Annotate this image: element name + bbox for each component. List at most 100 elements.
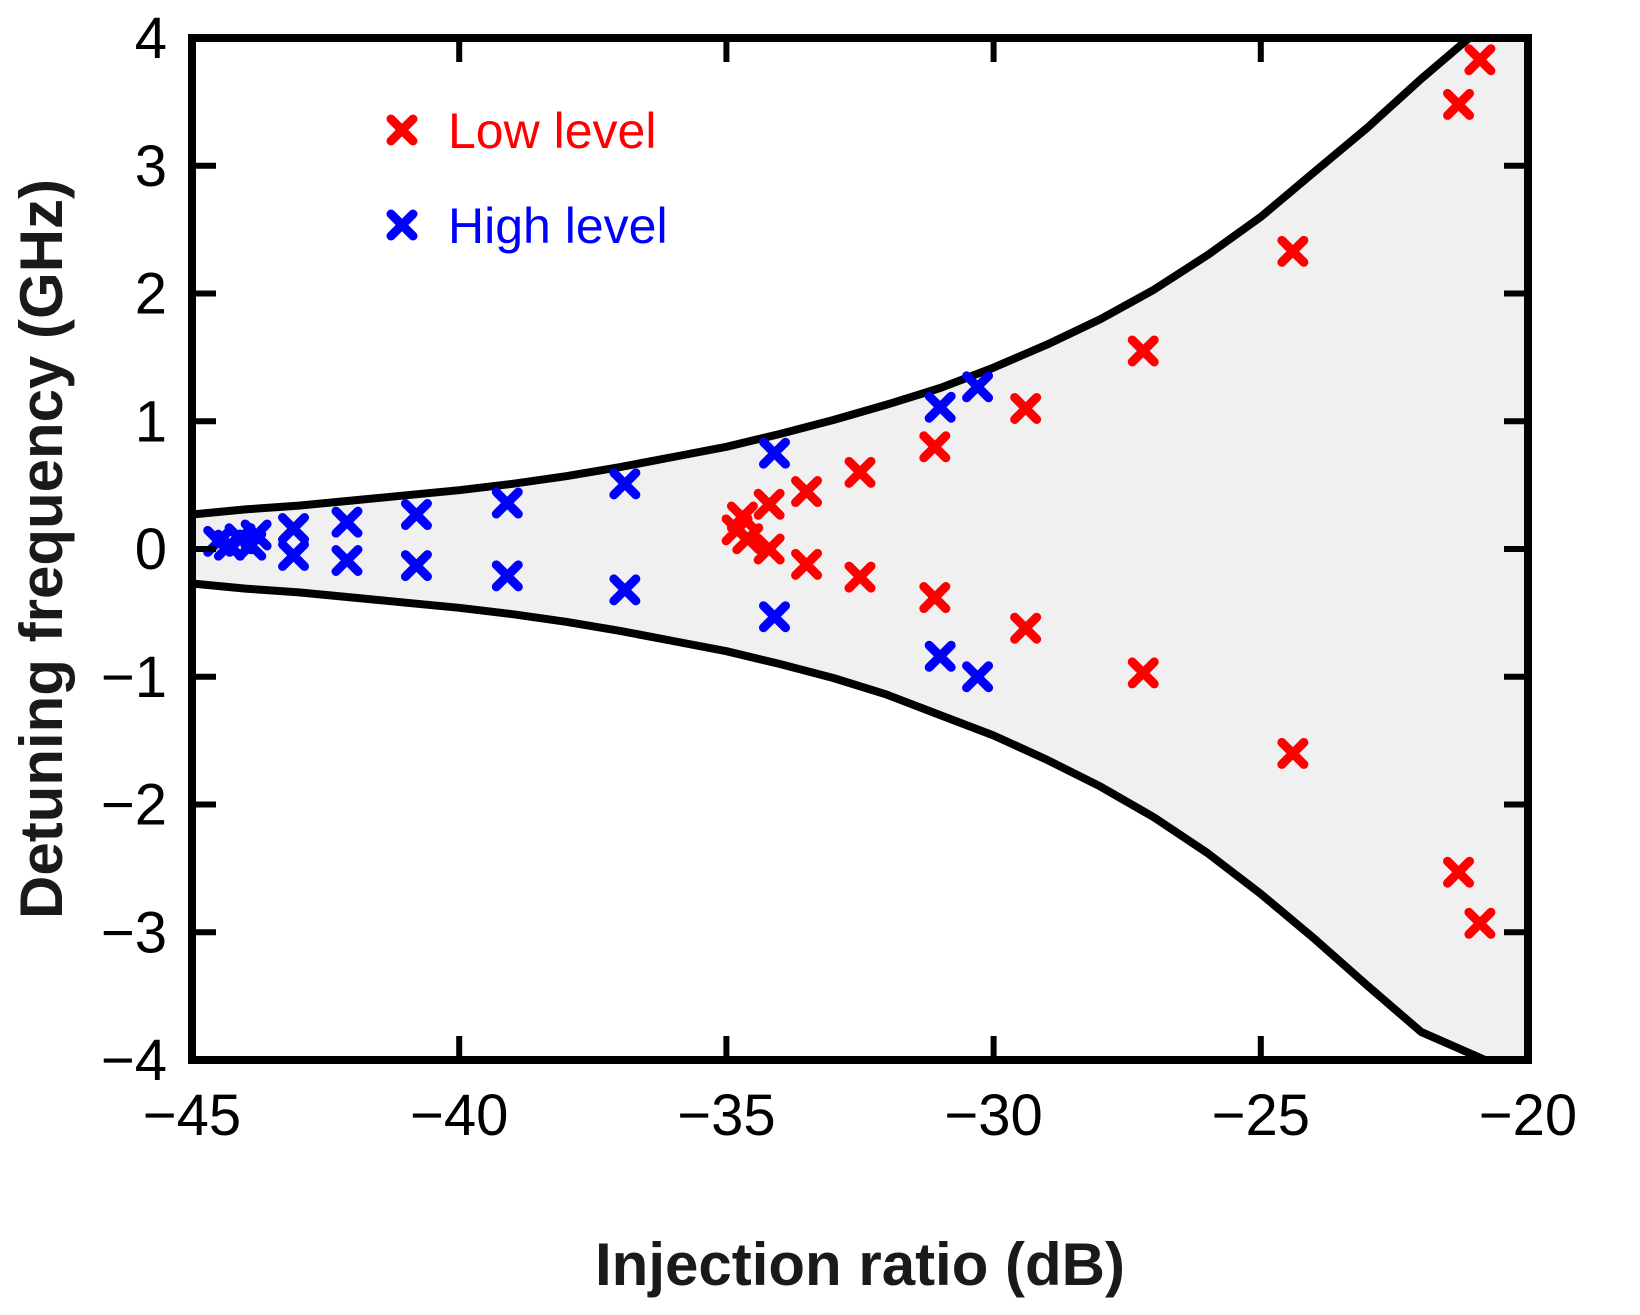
y-tick-label: 1 bbox=[135, 389, 167, 454]
marker-stroke bbox=[1010, 612, 1042, 644]
locking-boundary-curves bbox=[191, 34, 1487, 1064]
high-level-point bbox=[331, 506, 363, 538]
marker-stroke bbox=[924, 391, 956, 423]
locking-region bbox=[192, 38, 1528, 1060]
marker-stroke bbox=[924, 640, 956, 672]
marker-stroke bbox=[844, 561, 876, 593]
marker-stroke bbox=[1443, 88, 1475, 120]
y-tick-label: −1 bbox=[101, 645, 167, 710]
x-tick-label: −40 bbox=[410, 1083, 508, 1148]
marker-stroke bbox=[791, 476, 823, 508]
high-level-point bbox=[924, 391, 956, 423]
marker-stroke bbox=[278, 539, 310, 571]
marker-stroke bbox=[400, 499, 432, 531]
low-level-point bbox=[1010, 612, 1042, 644]
high-level-point bbox=[491, 487, 523, 519]
high-level-point bbox=[491, 560, 523, 592]
low-level-point bbox=[1464, 44, 1496, 76]
marker-stroke bbox=[758, 437, 790, 469]
low-level-point bbox=[1443, 856, 1475, 888]
marker-stroke bbox=[609, 574, 641, 606]
marker-stroke bbox=[1277, 737, 1309, 769]
marker-stroke bbox=[386, 209, 418, 241]
marker-stroke bbox=[400, 550, 432, 582]
x-tick-labels: −45 −40 −35 −30 −25 −20 bbox=[143, 1083, 1577, 1148]
data-markers bbox=[203, 44, 1496, 939]
marker-stroke bbox=[962, 661, 994, 693]
low-level-point bbox=[1127, 657, 1159, 689]
low-level-point bbox=[1127, 335, 1159, 367]
high-level-point bbox=[962, 371, 994, 403]
marker-stroke bbox=[609, 468, 641, 500]
high-level-point bbox=[758, 601, 790, 633]
marker-stroke bbox=[1464, 907, 1496, 939]
marker-stroke bbox=[732, 523, 764, 555]
y-tick-label: −4 bbox=[101, 1028, 167, 1093]
low-level-point bbox=[1443, 88, 1475, 120]
x-tick-label: −30 bbox=[944, 1083, 1042, 1148]
y-axis-title: Detuning frequency (GHz) bbox=[8, 179, 75, 919]
marker-stroke bbox=[919, 582, 951, 614]
marker-stroke bbox=[758, 601, 790, 633]
low-level-point bbox=[919, 431, 951, 463]
marker-stroke bbox=[791, 548, 823, 580]
legend-marker-high-level bbox=[386, 209, 418, 241]
y-tick-label: −3 bbox=[101, 900, 167, 965]
low-level-point bbox=[1010, 392, 1042, 424]
high-level-point bbox=[331, 544, 363, 576]
marker-stroke bbox=[962, 371, 994, 403]
low-level-point bbox=[753, 488, 785, 520]
marker-stroke bbox=[1127, 657, 1159, 689]
low-level-point bbox=[1277, 235, 1309, 267]
low-level-point bbox=[732, 523, 764, 555]
x-axis-title: Injection ratio (dB) bbox=[595, 1231, 1125, 1298]
legend-label-high-level: High level bbox=[448, 198, 668, 254]
high-level-point bbox=[962, 661, 994, 693]
high-level-point bbox=[400, 550, 432, 582]
low-level-point bbox=[1277, 737, 1309, 769]
x-tick-label: −20 bbox=[1479, 1083, 1577, 1148]
upper-boundary-curve bbox=[191, 34, 1472, 519]
low-level-point bbox=[844, 456, 876, 488]
lower-boundary-curve bbox=[191, 579, 1487, 1064]
high-level-point bbox=[240, 519, 272, 551]
low-level-point bbox=[1464, 907, 1496, 939]
marker-stroke bbox=[844, 456, 876, 488]
y-tick-labels: −4 −3 −2 −1 0 1 2 3 4 bbox=[101, 6, 167, 1093]
marker-stroke bbox=[240, 519, 272, 551]
high-level-point bbox=[278, 539, 310, 571]
high-level-point bbox=[609, 468, 641, 500]
high-level-point bbox=[758, 437, 790, 469]
marker-stroke bbox=[1443, 856, 1475, 888]
y-tick-label: 3 bbox=[135, 134, 167, 199]
low-level-point bbox=[919, 582, 951, 614]
marker-stroke bbox=[386, 114, 418, 146]
low-level-point bbox=[791, 476, 823, 508]
low-level-point bbox=[844, 561, 876, 593]
marker-stroke bbox=[491, 487, 523, 519]
marker-stroke bbox=[1277, 235, 1309, 267]
y-tick-label: 4 bbox=[135, 6, 167, 71]
high-level-point bbox=[924, 640, 956, 672]
legend-label-low-level: Low level bbox=[448, 103, 656, 159]
marker-stroke bbox=[753, 533, 785, 565]
legend: Low level High level bbox=[386, 103, 668, 254]
x-tick-label: −45 bbox=[143, 1083, 241, 1148]
high-level-point bbox=[278, 513, 310, 545]
marker-stroke bbox=[919, 431, 951, 463]
axis-ticks bbox=[189, 35, 1531, 1063]
marker-stroke bbox=[331, 506, 363, 538]
high-level-point bbox=[609, 574, 641, 606]
y-tick-label: 2 bbox=[135, 262, 167, 327]
marker-stroke bbox=[278, 513, 310, 545]
marker-stroke bbox=[753, 488, 785, 520]
y-tick-label: 0 bbox=[135, 517, 167, 582]
low-level-point bbox=[791, 548, 823, 580]
marker-stroke bbox=[1464, 44, 1496, 76]
high-level-point bbox=[400, 499, 432, 531]
y-tick-label: −2 bbox=[101, 773, 167, 838]
marker-stroke bbox=[331, 544, 363, 576]
marker-stroke bbox=[491, 560, 523, 592]
locking-region-fill bbox=[192, 38, 1528, 1060]
